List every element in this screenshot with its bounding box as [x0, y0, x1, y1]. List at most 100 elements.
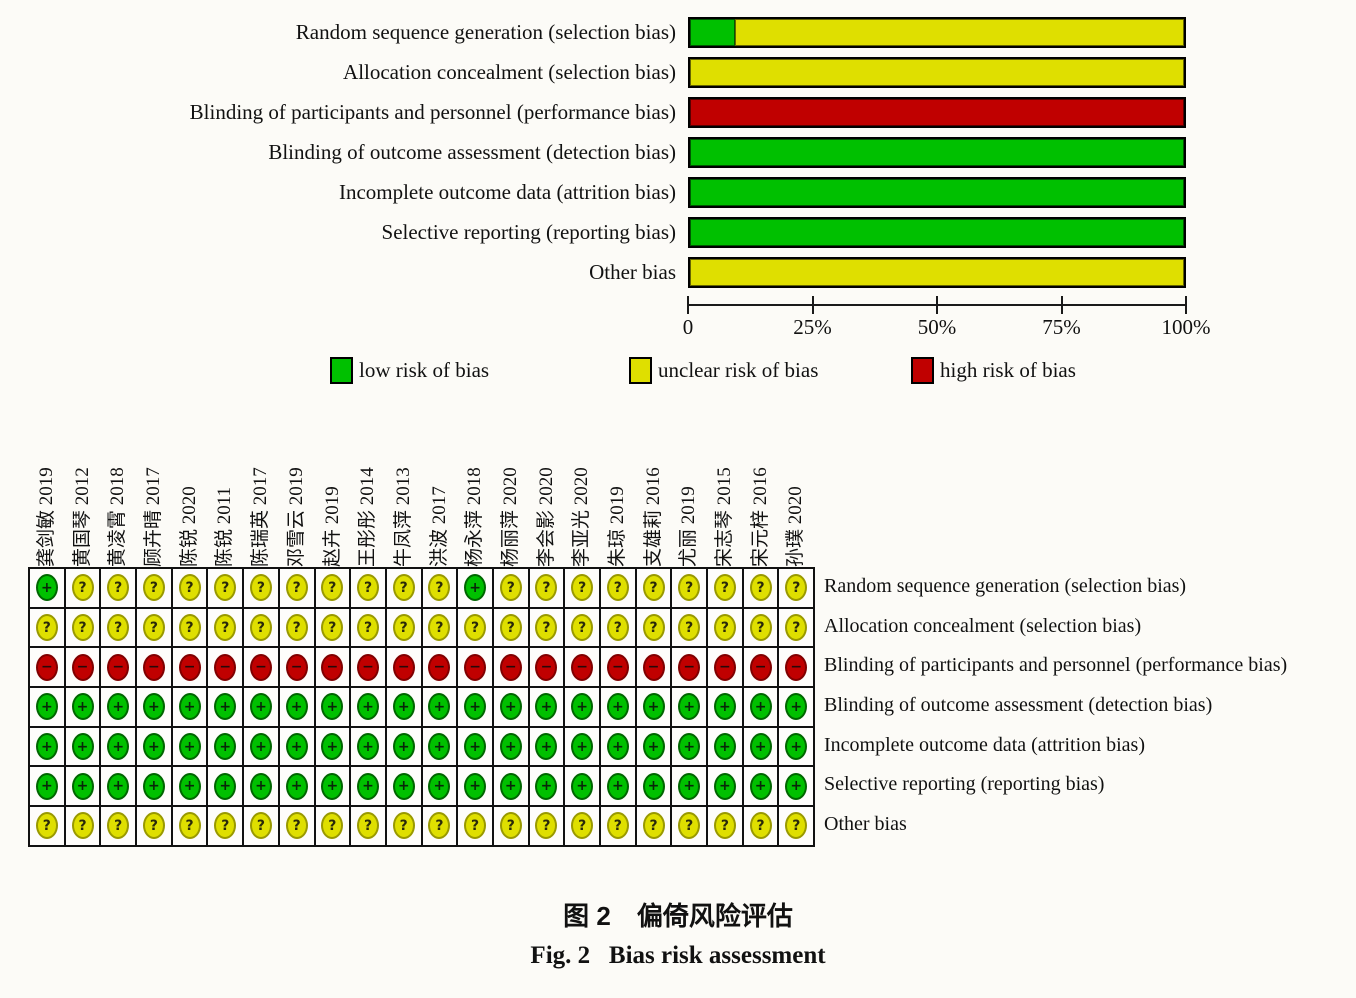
judgment-cell: ? — [136, 806, 172, 846]
judgment-circle-low: + — [428, 772, 451, 800]
axis-tick — [1060, 296, 1063, 314]
judgment-cell: ? — [350, 607, 386, 648]
judgment-cell: − — [136, 647, 172, 688]
judgment-cell: ? — [171, 607, 208, 648]
judgment-cell: + — [136, 726, 172, 767]
judgment-circle-low: + — [214, 693, 237, 721]
judgment-symbol: − — [576, 659, 589, 676]
judgment-circle-low: + — [142, 733, 165, 761]
judgment-cell: ? — [778, 568, 815, 608]
judgment-circle-unclear: ? — [142, 614, 165, 642]
judgment-circle-low: + — [392, 733, 415, 761]
judgment-circle-unclear: ? — [142, 574, 165, 602]
judgment-circle-low: + — [785, 733, 808, 761]
study-header: 牛凤萍 2013 — [386, 436, 422, 567]
judgment-circle-low: + — [606, 733, 629, 761]
bar-row: Random sequence generation (selection bi… — [0, 17, 1356, 48]
judgment-circle-low: + — [357, 693, 380, 721]
judgment-cell: ? — [635, 607, 672, 648]
judgment-symbol: − — [647, 659, 660, 676]
judgment-circle-unclear: ? — [785, 812, 808, 840]
judgment-symbol: ? — [792, 619, 801, 636]
judgment-cell: + — [100, 687, 137, 727]
judgment-circle-unclear: ? — [107, 574, 130, 602]
judgment-cell: − — [278, 647, 315, 688]
judgment-symbol: ? — [292, 619, 301, 636]
judgment-cell: − — [100, 647, 137, 688]
bar-segment-low — [690, 219, 1184, 246]
judgment-circle-low: + — [35, 693, 58, 721]
study-header-label: 尤丽 2019 — [678, 486, 700, 567]
judgment-cell: + — [29, 726, 65, 767]
judgment-circle-high: − — [107, 653, 130, 681]
judgment-cell: + — [457, 687, 493, 727]
judgment-circle-low: + — [357, 772, 380, 800]
judgment-circle-unclear: ? — [428, 614, 451, 642]
judgment-cell: ? — [600, 806, 636, 846]
judgment-cell: ? — [278, 607, 315, 648]
judgment-circle-unclear: ? — [428, 812, 451, 840]
judgment-cell: + — [707, 687, 743, 727]
judgment-symbol: ? — [292, 817, 301, 834]
judgment-cell: ? — [635, 568, 672, 608]
legend: low risk of bias unclear risk of bias high… — [0, 357, 1356, 385]
judgment-symbol: ? — [506, 817, 515, 834]
legend-swatch-unclear — [629, 357, 652, 384]
judgment-cell: + — [64, 766, 101, 807]
judgment-circle-low: + — [535, 733, 558, 761]
judgment-symbol: − — [362, 659, 374, 676]
judgment-cell: ? — [707, 607, 743, 648]
judgment-circle-unclear: ? — [178, 812, 201, 840]
study-header-label: 牛凤萍 2013 — [392, 467, 414, 567]
judgment-circle-high: − — [178, 653, 201, 681]
study-header-label: 龚剑敏 2019 — [36, 467, 57, 567]
judgment-circle-unclear: ? — [535, 812, 558, 840]
matrix-row-label: Selective reporting (reporting bias) — [824, 773, 1105, 796]
judgment-cell: + — [171, 766, 208, 807]
bar-segment-high — [690, 99, 1184, 126]
judgment-circle-low: + — [107, 772, 130, 800]
bar-segment-unclear — [690, 259, 1184, 286]
study-header-label: 宋志琴 2015 — [714, 467, 736, 567]
study-header-label: 孙璞 2020 — [785, 486, 807, 567]
judgment-symbol: ? — [792, 817, 801, 834]
judgment-circle-low: + — [499, 733, 522, 761]
judgment-cell: ? — [314, 806, 351, 846]
judgment-cell: ? — [278, 806, 315, 846]
matrix-row-label: Incomplete outcome data (attrition bias) — [824, 733, 1145, 756]
judgment-symbol: + — [504, 778, 517, 795]
judgment-cell: ? — [671, 568, 708, 608]
judgment-symbol: + — [255, 698, 267, 715]
judgment-cell: + — [314, 687, 351, 727]
judgment-symbol: ? — [649, 579, 658, 596]
judgment-symbol: ? — [756, 579, 765, 596]
bar-track — [688, 97, 1186, 128]
axis-tick-label: 0 — [682, 315, 694, 339]
judgment-symbol: ? — [756, 619, 765, 636]
judgment-symbol: + — [112, 778, 125, 795]
judgment-cell: + — [671, 687, 708, 727]
judgment-circle-unclear: ? — [713, 614, 736, 642]
judgment-symbol: ? — [649, 817, 658, 834]
judgment-circle-low: + — [642, 693, 665, 721]
bar-segment-low — [690, 139, 1184, 166]
judgment-cell: + — [421, 766, 458, 807]
judgment-symbol: + — [540, 698, 553, 715]
judgment-circle-low: + — [428, 693, 451, 721]
judgment-cell: ? — [492, 806, 529, 846]
judgment-circle-low: + — [713, 733, 736, 761]
judgment-circle-high: − — [285, 653, 308, 681]
judgment-circle-high: − — [713, 653, 736, 681]
judgment-cell: + — [492, 726, 529, 767]
judgment-cell: − — [243, 647, 279, 688]
judgment-symbol: ? — [399, 579, 408, 596]
judgment-symbol: ? — [613, 817, 622, 834]
judgment-symbol: + — [576, 738, 589, 755]
judgment-cell: ? — [64, 568, 101, 608]
judgment-cell: + — [385, 726, 422, 767]
judgment-symbol: ? — [78, 619, 87, 636]
judgment-symbol: ? — [578, 619, 587, 636]
study-header: 陈锐 2011 — [207, 436, 243, 567]
judgment-cell: + — [243, 726, 279, 767]
judgment-cell: ? — [207, 806, 244, 846]
